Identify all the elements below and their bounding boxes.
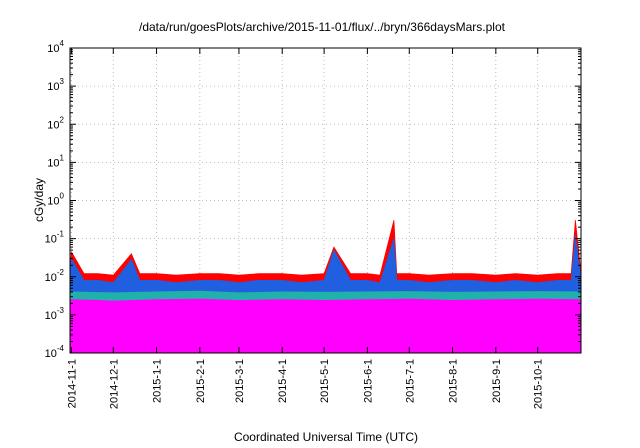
grid xyxy=(70,48,581,353)
x-tick-label: 2015-10-1 xyxy=(533,359,545,409)
series-group xyxy=(69,220,582,354)
y-tick-label: 10-3 xyxy=(45,306,65,322)
x-tick-label: 2015-6-1 xyxy=(362,359,374,403)
x-tick-label: 2015-2-1 xyxy=(195,359,207,403)
x-tick-label: 2015-4-1 xyxy=(277,359,289,403)
x-tick-label: 2015-9-1 xyxy=(491,359,503,403)
x-tick-label: 2015-1-1 xyxy=(152,359,164,403)
series-area xyxy=(69,298,582,354)
y-axis-label: cGy/day xyxy=(32,178,46,222)
y-tick-label: 103 xyxy=(47,77,64,93)
x-tick-label: 2015-5-1 xyxy=(319,359,331,403)
y-tick-label: 10-4 xyxy=(45,344,65,360)
y-axis-ticks: 10-4 10-3 10-2 10-1 100 101 102 103 104 xyxy=(45,39,581,360)
x-tick-label: 2015-3-1 xyxy=(234,359,246,403)
y-tick-label: 104 xyxy=(47,39,64,55)
x-axis-label: Coordinated Universal Time (UTC) xyxy=(234,430,418,444)
y-tick-label: 10-2 xyxy=(45,268,65,284)
x-tick-label: 2015-7-1 xyxy=(404,359,416,403)
x-tick-label: 2015-8-1 xyxy=(448,359,460,403)
y-tick-label: 100 xyxy=(47,192,64,208)
chart-title: /data/run/goesPlots/archive/2015-11-01/f… xyxy=(139,20,506,34)
x-tick-label: 2014-11-1 xyxy=(66,359,78,408)
y-tick-label: 10-1 xyxy=(45,230,65,246)
x-tick-label: 2014-12-1 xyxy=(108,359,120,409)
x-axis-ticks: 2014-11-1 2014-12-1 2015-1-1 2015-2-1 2015-3… xyxy=(66,48,545,409)
y-tick-label: 101 xyxy=(47,153,64,169)
y-tick-label: 102 xyxy=(47,115,64,131)
